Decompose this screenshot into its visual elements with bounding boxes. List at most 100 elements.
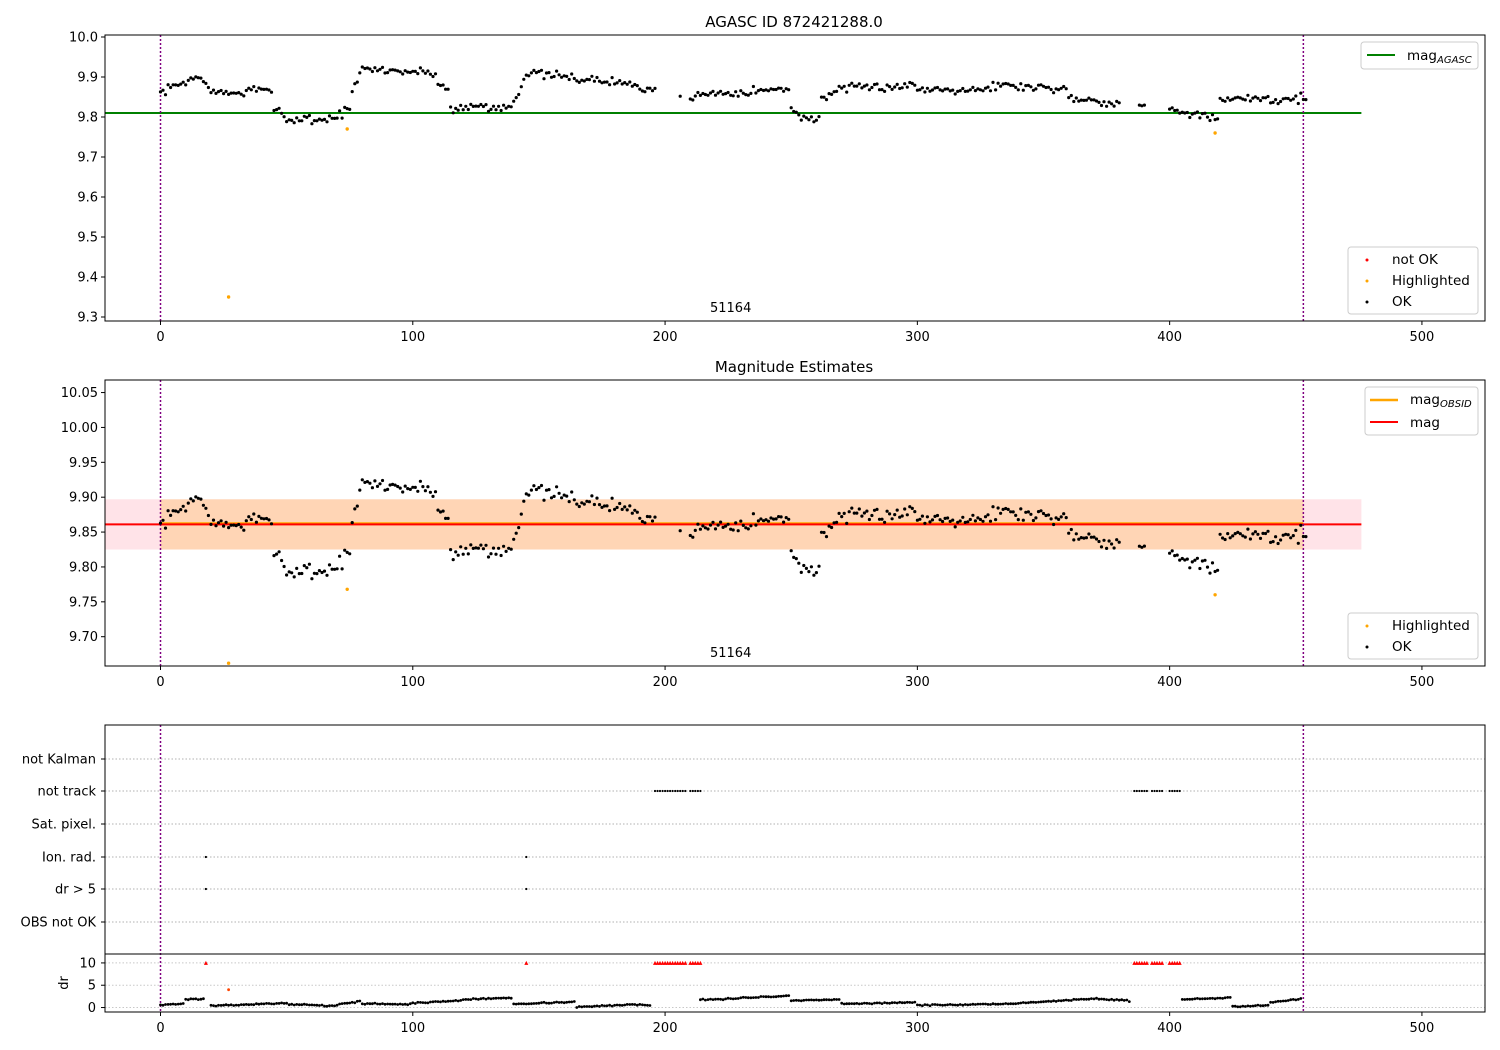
agasc-ok-point	[835, 89, 839, 93]
dr-point	[504, 996, 508, 1000]
agasc-ok-point	[968, 88, 972, 92]
magnitude-ok-point	[1117, 540, 1121, 544]
agasc-ok-point	[333, 116, 337, 120]
dr-point	[764, 995, 768, 999]
agasc-ok-point	[1079, 98, 1083, 102]
agasc-legend-label-ok: OK	[1392, 294, 1413, 310]
magnitude-ok-point	[734, 521, 738, 525]
dr-point	[287, 1003, 291, 1007]
flags-xtick-label: 300	[905, 1021, 930, 1036]
agasc-ok-point	[893, 85, 897, 89]
agasc-ok-point	[1004, 81, 1008, 86]
agasc-ok-point	[1221, 98, 1225, 102]
magnitude-ok-point	[401, 490, 405, 494]
flag-category-label: Sat. pixel.	[32, 818, 96, 833]
magnitude-ok-point	[645, 514, 650, 519]
agasc-ok-point	[872, 82, 877, 87]
dr-clipped-marker	[203, 960, 208, 965]
dr-point	[1256, 1003, 1260, 1007]
agasc-ok-point	[252, 85, 256, 89]
dr-point	[1193, 997, 1197, 1001]
dr-point	[199, 997, 203, 1001]
magnitude-ok-point	[1183, 558, 1187, 562]
dr-point	[479, 997, 483, 1001]
agasc-ytick-label: 9.3	[77, 311, 98, 326]
dr-point	[456, 999, 460, 1003]
magnitude-ok-point	[499, 553, 503, 558]
dr-point	[429, 1000, 432, 1004]
agasc-ok-point	[845, 90, 849, 94]
agasc-ok-point	[711, 89, 715, 93]
dr-point	[928, 1004, 932, 1008]
dr-point	[388, 1002, 392, 1006]
magnitude-ok-point	[703, 526, 708, 530]
dr-point	[868, 1002, 871, 1005]
magnitude-estimates-panel: Magnitude Estimates 9.70 9.75 9.80 9.85 9.90…	[61, 358, 1486, 690]
agasc-ok-point	[618, 79, 622, 83]
magnitude-ok-point	[504, 549, 508, 554]
magnitude-point-legend: Highlighted OK	[1347, 612, 1479, 660]
magnitude-ok-point	[633, 508, 637, 512]
magnitude-ok-point	[1223, 537, 1227, 542]
agasc-ok-point	[259, 87, 263, 91]
agasc-ok-point	[885, 83, 889, 87]
dr-point	[810, 998, 813, 1002]
magnitude-ok-point	[638, 516, 642, 520]
flags-xtick-label: 0	[156, 1021, 164, 1036]
agasc-ok-point	[941, 89, 945, 93]
dr-point	[1127, 1000, 1131, 1003]
magnitude-ok-point	[978, 517, 983, 522]
magnitude-ok-point	[852, 511, 856, 515]
magnitude-ok-point	[1178, 558, 1182, 562]
dr-clipped-marker	[1167, 960, 1172, 965]
flag-marker	[664, 789, 667, 793]
dr-point	[741, 995, 745, 999]
dr-point	[308, 1003, 311, 1007]
dr-point	[628, 1003, 632, 1006]
magnitude-ok-point	[305, 566, 309, 570]
magnitude-ok-point	[398, 486, 402, 490]
agasc-ok-point	[908, 80, 912, 85]
flag-marker	[1178, 789, 1181, 793]
magnitude-ok-point	[1110, 542, 1114, 546]
magnitude-ok-point	[1218, 532, 1222, 536]
magnitude-ok-point	[1241, 534, 1245, 538]
dr-point	[1208, 997, 1212, 1000]
agasc-ok-point	[489, 107, 493, 111]
magnitude-ok-point	[883, 520, 887, 524]
magnitude-ok-point	[736, 529, 740, 533]
magnitude-ok-point	[1102, 538, 1106, 542]
flag-marker	[1161, 789, 1164, 793]
magnitude-ok-point	[312, 571, 316, 575]
flag-marker	[674, 789, 677, 793]
dr-point	[431, 1000, 435, 1004]
dr-point	[994, 1002, 997, 1006]
agasc-ok-point	[951, 88, 955, 92]
magnitude-ok-point	[1099, 545, 1104, 549]
dr-clipped-marker	[683, 960, 688, 965]
magnitude-ok-point	[1233, 532, 1237, 536]
dr-point	[184, 997, 188, 1001]
dr-point	[1299, 997, 1303, 1000]
magnitude-ok-point	[330, 567, 334, 571]
dr-point	[1196, 997, 1199, 1000]
agasc-ok-point	[1269, 101, 1273, 105]
agasc-ok-point	[935, 85, 940, 90]
agasc-ok-point	[976, 87, 980, 91]
agasc-ok-point	[1044, 85, 1048, 90]
dr-point	[477, 998, 480, 1001]
agasc-ok-point	[1281, 97, 1285, 101]
dr-point	[646, 1003, 649, 1007]
dr-point	[252, 1003, 256, 1007]
agasc-ok-point	[1137, 103, 1141, 107]
flag-marker	[656, 789, 659, 793]
dr-point	[779, 994, 783, 998]
magnitude-ok-point	[1082, 536, 1086, 540]
magnitude-ytick-label: 9.75	[69, 595, 98, 610]
agasc-ok-point	[895, 82, 899, 86]
magnitude-ok-point	[1281, 533, 1285, 537]
magnitude-ok-point	[1193, 558, 1197, 562]
agasc-ytick-label: 9.8	[77, 111, 98, 126]
magnitude-ok-point	[809, 565, 814, 569]
dr-point	[373, 1001, 377, 1005]
